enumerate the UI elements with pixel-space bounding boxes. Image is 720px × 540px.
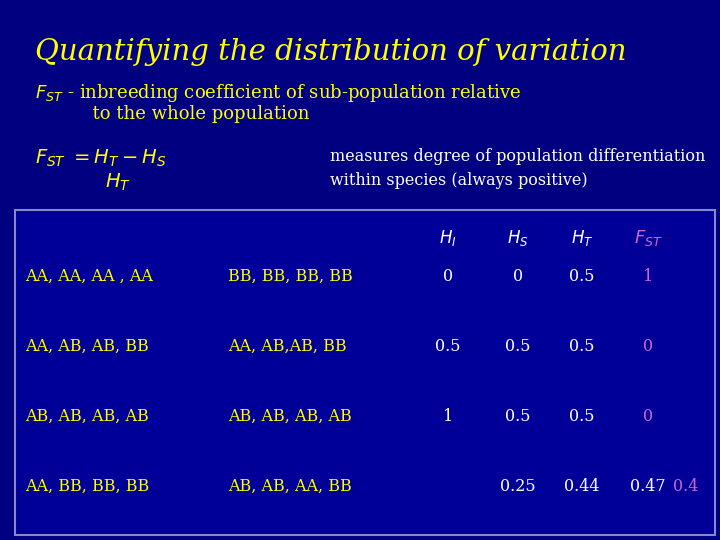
Text: $F_{ST}$ $= H_T - H_S$: $F_{ST}$ $= H_T - H_S$ bbox=[35, 148, 166, 170]
Text: to the whole population: to the whole population bbox=[35, 105, 310, 123]
Text: 1: 1 bbox=[443, 408, 453, 425]
Text: 0.25: 0.25 bbox=[500, 478, 536, 495]
Text: 0.5: 0.5 bbox=[570, 338, 595, 355]
Text: Quantifying the distribution of variation: Quantifying the distribution of variatio… bbox=[35, 38, 626, 66]
Text: 0: 0 bbox=[513, 268, 523, 285]
Text: AA, BB, BB, BB: AA, BB, BB, BB bbox=[25, 478, 149, 495]
Text: 0.5: 0.5 bbox=[505, 338, 531, 355]
Text: $H_T$: $H_T$ bbox=[105, 172, 131, 193]
Text: 0.47: 0.47 bbox=[630, 478, 666, 495]
Text: AB, AB, AB, AB: AB, AB, AB, AB bbox=[228, 408, 352, 425]
Text: within species (always positive): within species (always positive) bbox=[330, 172, 588, 189]
Text: 0.5: 0.5 bbox=[570, 268, 595, 285]
Text: $F_{ST}$ - inbreeding coefficient of sub-population relative: $F_{ST}$ - inbreeding coefficient of sub… bbox=[35, 82, 521, 104]
Text: 0.5: 0.5 bbox=[505, 408, 531, 425]
Text: $F_{ST}$: $F_{ST}$ bbox=[634, 228, 662, 248]
Text: measures degree of population differentiation: measures degree of population differenti… bbox=[330, 148, 706, 165]
Text: AA, AB, AB, BB: AA, AB, AB, BB bbox=[25, 338, 149, 355]
Text: AA, AA, AA , AA: AA, AA, AA , AA bbox=[25, 268, 153, 285]
Text: 0.44: 0.44 bbox=[564, 478, 600, 495]
Text: AB, AB, AB, AB: AB, AB, AB, AB bbox=[25, 408, 149, 425]
Text: 0.5: 0.5 bbox=[570, 408, 595, 425]
FancyBboxPatch shape bbox=[15, 210, 715, 535]
Text: 0: 0 bbox=[643, 338, 653, 355]
Text: 0: 0 bbox=[643, 408, 653, 425]
Text: $H_I$: $H_I$ bbox=[439, 228, 456, 248]
Text: 1: 1 bbox=[643, 268, 653, 285]
Text: 0.4: 0.4 bbox=[673, 478, 698, 495]
Text: $H_T$: $H_T$ bbox=[571, 228, 593, 248]
Text: 0: 0 bbox=[443, 268, 453, 285]
Text: 0.5: 0.5 bbox=[436, 338, 461, 355]
Text: $H_S$: $H_S$ bbox=[508, 228, 528, 248]
Text: BB, BB, BB, BB: BB, BB, BB, BB bbox=[228, 268, 353, 285]
Text: AB, AB, AA, BB: AB, AB, AA, BB bbox=[228, 478, 352, 495]
Text: AA, AB,AB, BB: AA, AB,AB, BB bbox=[228, 338, 346, 355]
